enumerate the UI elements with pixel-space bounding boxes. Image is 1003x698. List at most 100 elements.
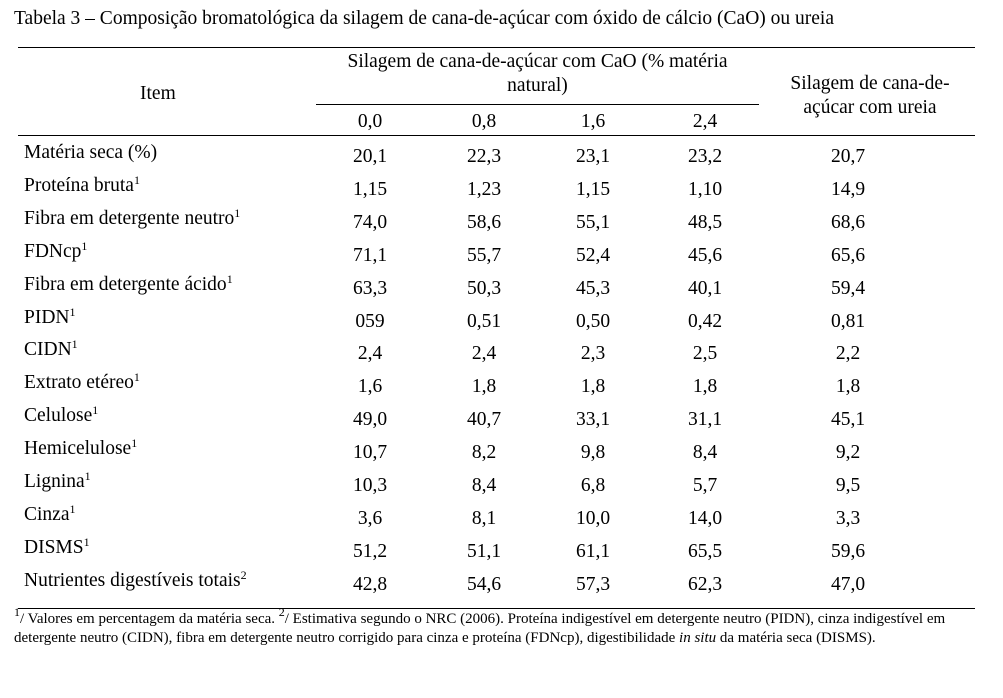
cell-cao-0: 1,6 xyxy=(357,376,383,397)
cell-cao-1: 54,6 xyxy=(466,574,502,595)
cell-cao-0: 49,0 xyxy=(352,409,388,430)
table-row: FDNcp1 71,1 55,7 52,4 45,6 65,6 xyxy=(0,239,1003,273)
table-row: Proteína bruta1 1,15 1,23 1,15 1,10 14,9 xyxy=(0,173,1003,207)
table-row: Nutrientes digestíveis totais2 42,8 54,6 57… xyxy=(0,569,1003,602)
cell-cao-2: 2,3 xyxy=(580,343,606,364)
cell-cao-2: 23,1 xyxy=(575,146,611,167)
cell-urea: 9,5 xyxy=(835,475,861,496)
cell-cao-1: 8,1 xyxy=(471,508,497,529)
cell-urea: 3,3 xyxy=(835,508,861,529)
footnote-part3: da matéria seca (DISMS). xyxy=(719,630,876,646)
cell-urea: 59,6 xyxy=(830,541,866,562)
row-item-text: CIDN xyxy=(24,339,72,360)
header-dose-2: 1,6 xyxy=(580,111,606,132)
cell-cao-2: 10,0 xyxy=(575,508,611,529)
row-item-footnote-marker: 1 xyxy=(84,469,91,483)
table-row: DISMS1 51,2 51,1 61,1 65,5 59,6 xyxy=(0,535,1003,569)
cell-cao-3: 1,8 xyxy=(692,376,718,397)
row-item-label: Extrato etéreo1 xyxy=(24,370,140,394)
cell-cao-2: 1,15 xyxy=(575,179,611,200)
row-item-label: Fibra em detergente neutro1 xyxy=(24,206,241,230)
row-item-footnote-marker: 1 xyxy=(69,305,76,319)
cell-urea: 68,6 xyxy=(830,212,866,233)
footnote-part1: / Valores em percentagem da matéria seca… xyxy=(20,611,276,627)
row-item-footnote-marker: 1 xyxy=(69,502,76,516)
row-item-footnote-marker: 1 xyxy=(131,436,138,450)
cell-cao-1: 51,1 xyxy=(466,541,502,562)
row-item-text: Celulose xyxy=(24,405,93,426)
row-item-label: Lignina1 xyxy=(24,469,91,493)
cell-cao-0: 63,3 xyxy=(352,278,388,299)
cell-cao-2: 33,1 xyxy=(575,409,611,430)
table-row: Matéria seca (%) 20,1 22,3 23,1 23,2 20,7 xyxy=(0,142,1003,174)
cell-cao-0: 20,1 xyxy=(352,146,388,167)
cell-cao-2: 45,3 xyxy=(575,278,611,299)
cell-cao-3: 62,3 xyxy=(687,574,723,595)
cell-cao-0: 10,7 xyxy=(352,442,388,463)
row-item-text: Nutrientes digestíveis totais xyxy=(24,570,241,591)
cell-cao-0: 71,1 xyxy=(352,245,388,266)
row-item-label: FDNcp1 xyxy=(24,239,88,263)
row-item-footnote-marker: 1 xyxy=(81,239,88,253)
cell-cao-0: 3,6 xyxy=(357,508,383,529)
cell-urea: 45,1 xyxy=(830,409,866,430)
table-row: Lignina1 10,3 8,4 6,8 5,7 9,5 xyxy=(0,469,1003,503)
footnote-sup2: 2 xyxy=(278,605,285,619)
cell-urea: 1,8 xyxy=(835,376,861,397)
row-item-footnote-marker: 1 xyxy=(234,206,241,220)
cell-cao-3: 14,0 xyxy=(687,508,723,529)
row-item-text: Hemicelulose xyxy=(24,438,132,459)
row-item-text: PIDN xyxy=(24,307,70,328)
cell-cao-0: 059 xyxy=(355,311,385,332)
row-item-text: FDNcp xyxy=(24,241,82,262)
row-item-footnote-marker: 1 xyxy=(83,535,90,549)
cell-cao-1: 58,6 xyxy=(466,212,502,233)
row-item-text: Fibra em detergente ácido xyxy=(24,274,227,295)
table-bottom-rule xyxy=(18,608,975,609)
row-item-label: Hemicelulose1 xyxy=(24,436,138,460)
row-item-footnote-marker: 1 xyxy=(133,370,140,384)
table-row: PIDN1 059 0,51 0,50 0,42 0,81 xyxy=(0,305,1003,339)
cell-cao-3: 40,1 xyxy=(687,278,723,299)
cell-cao-0: 51,2 xyxy=(352,541,388,562)
header-cao-group: Silagem de cana-de-açúcar com CaO (% mat… xyxy=(316,50,759,98)
table-row: Celulose1 49,0 40,7 33,1 31,1 45,1 xyxy=(0,404,1003,437)
header-bottom-rule xyxy=(18,135,975,136)
cell-cao-2: 52,4 xyxy=(575,245,611,266)
cell-urea: 0,81 xyxy=(830,311,866,332)
cell-cao-3: 23,2 xyxy=(687,146,723,167)
cell-cao-0: 74,0 xyxy=(352,212,388,233)
cell-cao-1: 8,4 xyxy=(471,475,497,496)
cell-cao-1: 8,2 xyxy=(471,442,497,463)
row-item-text: DISMS xyxy=(24,537,84,558)
header-dose-3: 2,4 xyxy=(692,111,718,132)
table-row: Hemicelulose1 10,7 8,2 9,8 8,4 9,2 xyxy=(0,436,1003,470)
cell-urea: 59,4 xyxy=(830,278,866,299)
cell-cao-1: 1,8 xyxy=(471,376,497,397)
header-urea-line2: açúcar com ureia xyxy=(803,97,937,118)
table-row: Fibra em detergente neutro1 74,0 58,6 55,1 4… xyxy=(0,206,1003,240)
cell-cao-1: 1,23 xyxy=(466,179,502,200)
header-urea: Silagem de cana-de- açúcar com ureia xyxy=(774,72,966,120)
cell-urea: 65,6 xyxy=(830,245,866,266)
header-cao-line2: natural) xyxy=(507,75,568,96)
row-item-footnote-marker: 1 xyxy=(133,173,140,187)
table-row: CIDN1 2,4 2,4 2,3 2,5 2,2 xyxy=(0,337,1003,371)
row-item-text: Cinza xyxy=(24,504,70,525)
header-cao-line1: Silagem de cana-de-açúcar com CaO (% mat… xyxy=(347,51,728,72)
cell-cao-1: 0,51 xyxy=(466,311,502,332)
cell-cao-1: 40,7 xyxy=(466,409,502,430)
row-item-label: CIDN1 xyxy=(24,337,78,361)
cell-cao-2: 61,1 xyxy=(575,541,611,562)
cell-urea: 9,2 xyxy=(835,442,861,463)
row-item-footnote-marker: 1 xyxy=(71,337,78,351)
table-row: Cinza1 3,6 8,1 10,0 14,0 3,3 xyxy=(0,502,1003,536)
cell-cao-0: 2,4 xyxy=(357,343,383,364)
cell-cao-3: 2,5 xyxy=(692,343,718,364)
row-item-label: Cinza1 xyxy=(24,502,76,526)
row-item-text: Fibra em detergente neutro xyxy=(24,208,235,229)
cell-urea: 14,9 xyxy=(830,179,866,200)
cell-cao-1: 55,7 xyxy=(466,245,502,266)
row-item-text: Lignina xyxy=(24,471,85,492)
cell-cao-3: 48,5 xyxy=(687,212,723,233)
